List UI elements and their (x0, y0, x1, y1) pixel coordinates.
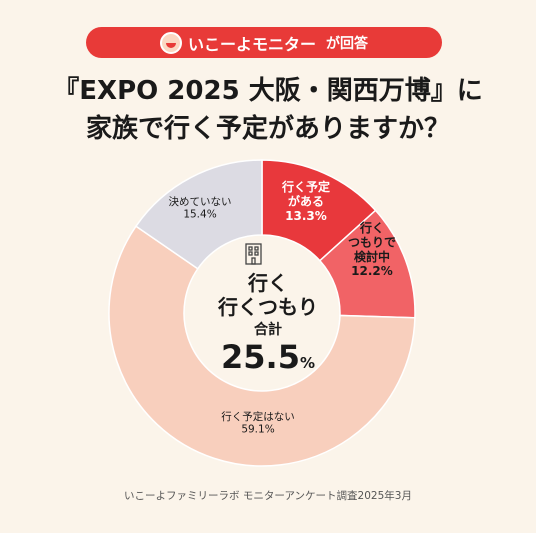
source-footer: いこーよファミリーラボ モニターアンケート調査2025年3月 (124, 490, 412, 502)
chart-title-line2: 家族で行く予定がありますか？ (85, 114, 450, 144)
slice-label-1-line-1: つもりで (348, 235, 396, 249)
donut-slice-2 (108, 225, 416, 467)
center-total-unit: % (300, 354, 315, 372)
center-label: 行く 行くつもり 合計 25.5% (217, 243, 318, 376)
donut-slice-3 (134, 159, 263, 270)
slice-label-1: 行くつもりで検討中 12.2% (348, 220, 396, 278)
chart-title-line1: 『EXPO 2025 大阪・関西万博』に (53, 76, 483, 106)
slice-value-1: 12.2% (351, 264, 393, 278)
slice-label-1-line-0: 行く (359, 220, 384, 235)
center-total: 25.5% (221, 338, 315, 376)
banner-brand: いこーよモニター (187, 34, 316, 54)
slice-label-3: 決めていない 15.4% (169, 196, 232, 221)
center-total-value: 25.5 (221, 338, 300, 376)
building-icon (245, 243, 262, 265)
slice-label-0-line-0: 行く予定 (281, 179, 330, 194)
slice-label-2: 行く予定はない 59.1% (221, 410, 295, 436)
slice-value-0: 13.3% (285, 209, 327, 223)
mascot-face-icon (159, 31, 182, 54)
center-line1: 行く (247, 271, 288, 295)
slice-label-3-line-0: 決めていない (169, 196, 232, 208)
banner-suffix: が回答 (326, 35, 368, 52)
center-line2: 行くつもり (217, 295, 318, 319)
slice-label-0: 行く予定がある 13.3% (281, 179, 330, 223)
respondent-banner: いこーよモニター が回答 (86, 27, 442, 58)
slice-label-1-line-2: 検討中 (354, 249, 390, 264)
center-line3: 合計 (254, 321, 282, 338)
slice-label-0-line-1: がある (288, 194, 324, 209)
slice-label-2-line-0: 行く予定はない (221, 410, 295, 423)
slice-value-3: 15.4% (183, 209, 216, 221)
slice-value-2: 59.1% (241, 424, 274, 436)
